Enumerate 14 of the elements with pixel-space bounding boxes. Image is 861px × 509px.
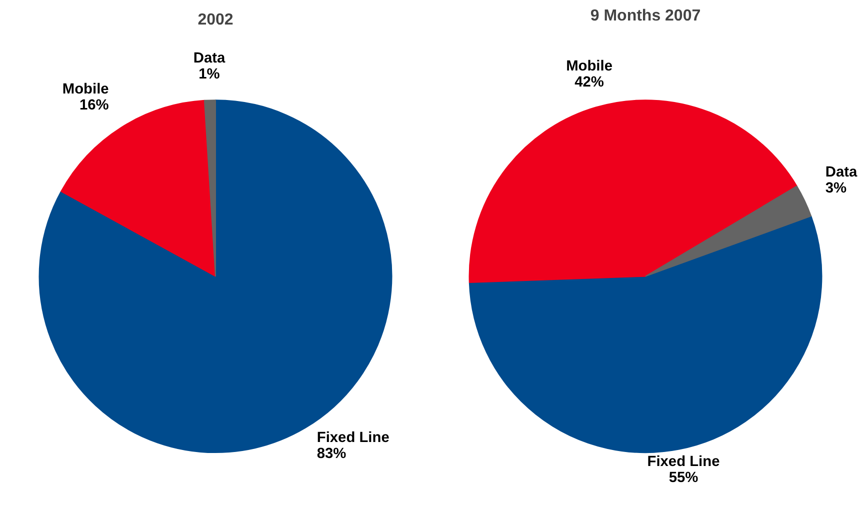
data-label: 1% xyxy=(198,66,220,83)
slice-label: Mobile xyxy=(566,58,612,75)
data-label: 3% xyxy=(825,180,847,196)
slice-label: Fixed Line xyxy=(316,430,390,446)
data-label: 16% xyxy=(79,98,109,114)
slice-label: Data xyxy=(825,164,858,180)
slice-label: Data xyxy=(193,50,226,67)
chart-title: 9 Months 2007 xyxy=(590,8,701,24)
chart-title: 2002 xyxy=(198,12,234,28)
slice-label: Mobile xyxy=(62,82,109,98)
data-label: 55% xyxy=(668,470,698,486)
data-label: 42% xyxy=(574,74,604,91)
slice-label: Fixed Line xyxy=(647,454,720,470)
data-label: 83% xyxy=(316,446,346,462)
